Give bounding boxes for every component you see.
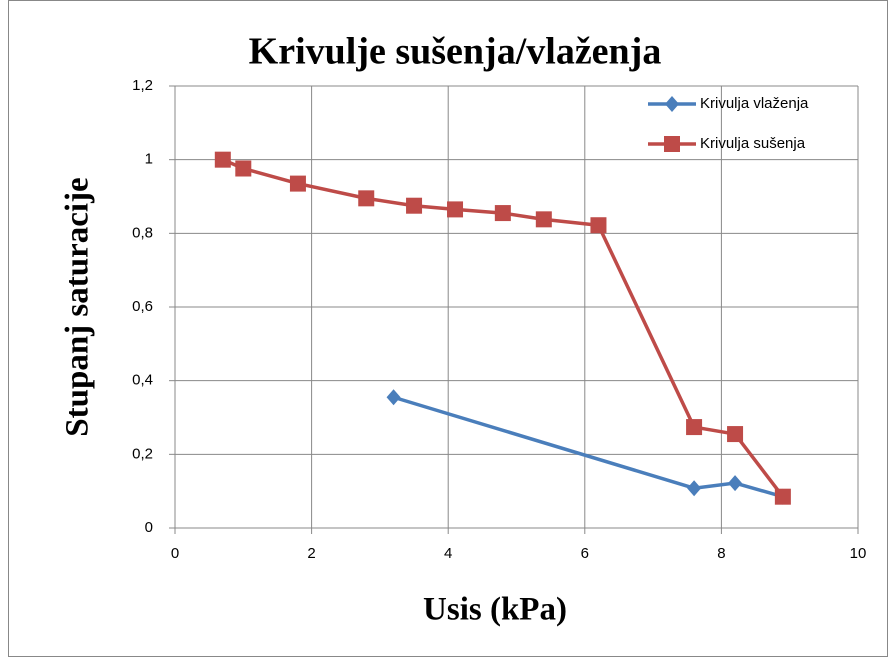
marker xyxy=(590,217,607,234)
marker xyxy=(774,488,791,505)
x-tick-label: 2 xyxy=(307,545,315,562)
x-tick-label: 10 xyxy=(850,545,867,562)
legend-marker xyxy=(664,136,680,152)
marker xyxy=(358,190,375,207)
x-tick-label: 4 xyxy=(444,545,452,562)
marker xyxy=(728,475,743,492)
chart-title: Krivulje sušenja/vlaženja xyxy=(249,31,662,73)
legend-label: Krivulja vlaženja xyxy=(700,95,809,112)
x-tick-label: 0 xyxy=(171,545,179,562)
y-tick-label: 0,6 xyxy=(132,298,153,315)
marker xyxy=(447,201,464,218)
marker xyxy=(535,211,552,228)
marker xyxy=(289,175,306,192)
x-axis-title: Usis (kPa) xyxy=(423,592,567,628)
y-tick-label: 0 xyxy=(145,519,153,536)
y-tick-label: 0,2 xyxy=(132,445,153,462)
marker xyxy=(686,419,703,436)
legend-label: Krivulja sušenja xyxy=(700,135,806,152)
x-tick-label: 6 xyxy=(581,545,589,562)
y-tick-label: 1,2 xyxy=(132,77,153,94)
y-tick-label: 0,8 xyxy=(132,224,153,241)
marker xyxy=(214,151,231,168)
marker xyxy=(235,160,252,177)
legend-marker xyxy=(665,96,679,112)
marker xyxy=(727,426,744,443)
marker xyxy=(386,389,401,406)
y-axis-title: Stupanj saturacije xyxy=(60,177,96,436)
y-tick-label: 1 xyxy=(145,151,153,168)
marker xyxy=(494,205,511,222)
marker xyxy=(406,197,423,214)
series-line xyxy=(393,395,784,499)
marker xyxy=(687,480,702,497)
x-tick-label: 8 xyxy=(717,545,725,562)
y-tick-label: 0,4 xyxy=(132,372,153,389)
